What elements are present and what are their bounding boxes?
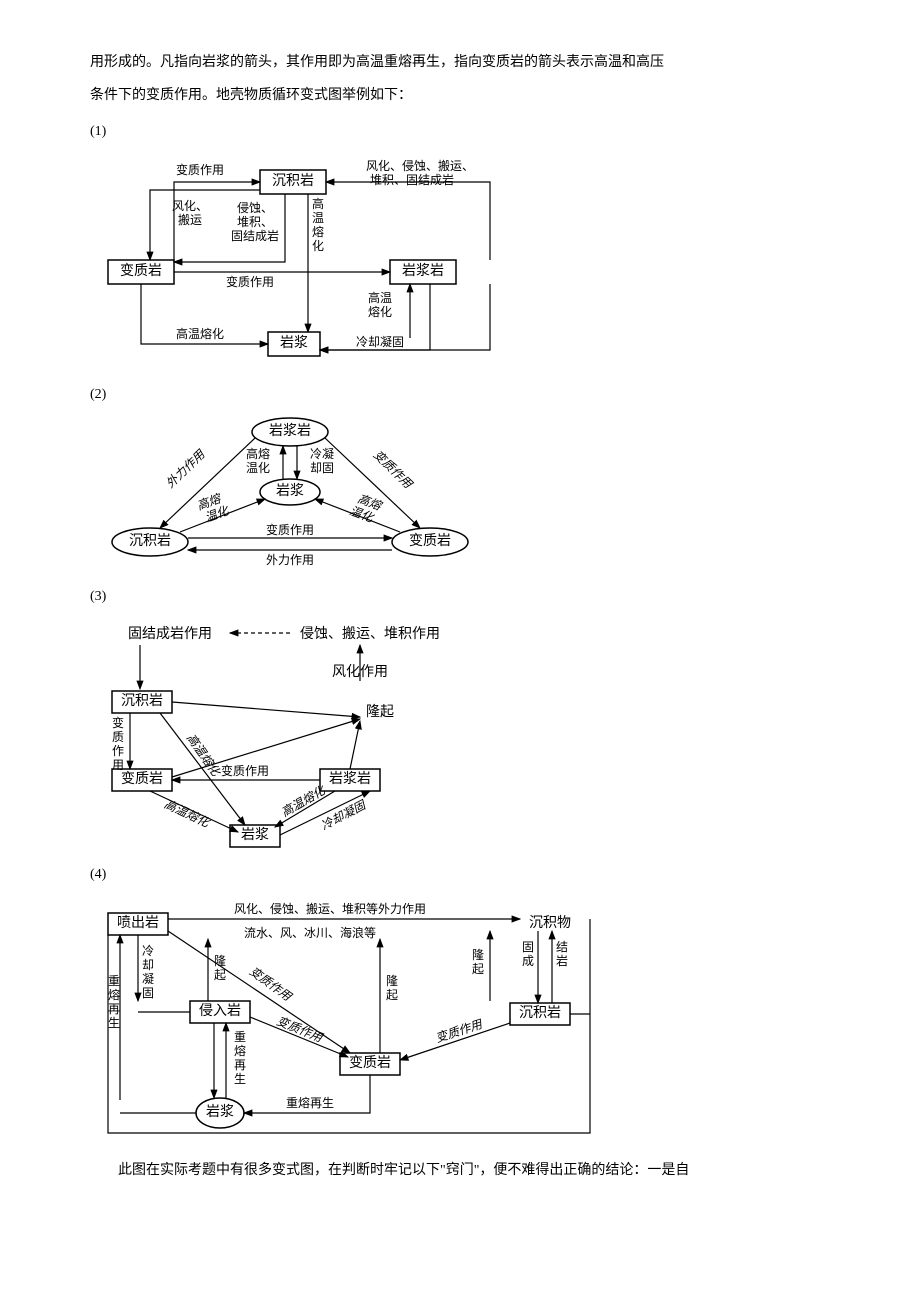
d1-lbl-er1: 侵蚀、: [237, 200, 273, 215]
d4-lbl-agents: 流水、风、冰川、海浪等: [244, 925, 376, 940]
d3-lbl-metaact: 变质作用: [221, 763, 269, 778]
d2-node-magma: 岩浆: [276, 484, 304, 500]
d4-lbl-c2: 却: [142, 958, 154, 972]
d1-lbl-ht1: 高温: [368, 290, 392, 305]
d1-node-sed: 沉积岩: [272, 173, 314, 189]
d3-node-ign: 岩浆岩: [329, 771, 371, 787]
d2-lbl-ext-l: 外力作用: [163, 447, 208, 491]
item-number-1: (1): [90, 119, 830, 146]
d3-top-right: 侵蚀、搬运、堆积作用: [300, 625, 440, 642]
d4-lbl-cp3: 结: [556, 940, 568, 954]
d4-node-intr: 侵入岩: [199, 1002, 241, 1019]
d4-node-magma: 岩浆: [206, 1104, 234, 1120]
d3-node-uplift: 隆起: [366, 704, 394, 720]
d4-lbl-c4: 固: [142, 986, 154, 1000]
d1-lbl-wind1: 风化、: [172, 199, 208, 213]
d4-lbl-cp1: 固: [522, 940, 534, 954]
d1-lbl-ht2: 熔化: [368, 304, 392, 319]
d4-lbl-ext: 风化、侵蚀、搬运、堆积等外力作用: [234, 901, 426, 916]
item-number-2: (2): [90, 382, 830, 409]
d4-node-extr: 喷出岩: [117, 915, 159, 931]
d4-lbl-ma3: 变质作用: [434, 1016, 485, 1044]
d2-lbl-metaact-h: 变质作用: [266, 522, 314, 537]
d4-lbl-c3: 凝: [142, 971, 154, 986]
d1-node-ign: 岩浆岩: [402, 263, 444, 279]
d1-lbl-htm3: 熔: [312, 224, 324, 239]
d3-lbl-coolsol: 冷却凝固: [319, 797, 370, 833]
d4-lbl-up2: 隆: [386, 973, 398, 988]
d2-node-ign: 岩浆岩: [269, 424, 311, 440]
d1-lbl-weather1: 风化、侵蚀、搬运、: [366, 158, 474, 173]
outro: 此图在实际考题中有很多变式图，在判断时牢记以下"窍门"，便不难得出正确的结论：一…: [90, 1158, 830, 1185]
d4-node-meta: 变质岩: [349, 1055, 391, 1071]
diagram-3: 固结成岩作用 侵蚀、搬运、堆积作用 风化作用 沉积岩 变质岩 岩浆岩 岩浆 隆起…: [90, 617, 830, 852]
d2-lbl-cs1: 冷凝: [310, 446, 334, 461]
d1-lbl-metaact-top: 变质作用: [176, 162, 224, 177]
d4-lbl-rm-v3: 再: [234, 1058, 246, 1072]
d3-top-left: 固结成岩作用: [128, 626, 212, 642]
d1-lbl-cool: 冷却凝固: [356, 334, 404, 349]
d1-lbl-metaact-mid: 变质作用: [226, 274, 274, 289]
intro-line-2: 条件下的变质作用。地壳物质循环变式图举例如下：: [90, 83, 830, 110]
d4-lbl-up3b: 起: [472, 962, 484, 976]
d1-lbl-er3: 固结成岩: [231, 228, 279, 243]
d1-lbl-htm4: 化: [312, 239, 324, 253]
d4-lbl-rm-v1: 重: [234, 1030, 246, 1044]
d4-lbl-rm-v4: 生: [234, 1072, 246, 1086]
d3-lbl-htmelt3: 高温熔化: [279, 782, 329, 819]
d4-lbl-c1: 冷: [142, 944, 154, 958]
d4-lbl-cp4: 岩: [556, 953, 568, 968]
d3-node-meta: 变质岩: [121, 771, 163, 787]
d3-lbl-htmelt2: 高温熔化: [162, 797, 213, 831]
d4-lbl-up3: 隆: [472, 947, 484, 962]
d4-lbl-rm4: 生: [108, 1016, 120, 1030]
item-number-3: (3): [90, 584, 830, 611]
d2-lbl-meta-r: 变质作用: [371, 448, 416, 492]
diagram-4: 喷出岩 侵入岩 变质岩 岩浆 沉积物 沉积岩 风化、侵蚀、搬运、堆积等外力作用 …: [90, 895, 830, 1140]
d1-lbl-weather2: 堆积、固结成岩: [370, 172, 454, 187]
d4-lbl-up1b: 起: [214, 968, 226, 982]
d3-lbl-htmelt1: 高温熔化: [184, 731, 224, 780]
item-number-4: (4): [90, 862, 830, 889]
d4-node-sediment: 沉积物: [529, 915, 571, 931]
d4-node-sedrock: 沉积岩: [519, 1005, 561, 1021]
d4-lbl-rmh: 重熔再生: [286, 1095, 334, 1110]
d4-lbl-rm-v2: 熔: [234, 1043, 246, 1058]
d3-lbl-mv1: 变: [112, 715, 124, 730]
d3-node-sed: 沉积岩: [121, 693, 163, 709]
d2-lbl-cs2: 却固: [310, 461, 334, 475]
d4-lbl-rm1: 重: [108, 974, 120, 988]
d3-lbl-mv3: 作: [112, 744, 124, 758]
d2-lbl-hm1: 高熔: [246, 446, 270, 461]
d1-lbl-wind2: 搬运: [178, 212, 202, 227]
d1-node-magma: 岩浆: [280, 335, 308, 351]
d4-lbl-rm2: 熔: [108, 987, 120, 1002]
d4-lbl-up2b: 起: [386, 988, 398, 1002]
d3-wind: 风化作用: [332, 664, 388, 680]
d2-lbl-hm2: 温化: [246, 461, 270, 475]
d3-node-magma: 岩浆: [241, 827, 269, 843]
diagram-1: 沉积岩 变质岩 岩浆岩 岩浆 变质作用 风化、侵蚀、搬运、 堆积、固结成岩 风化…: [90, 152, 830, 372]
d1-lbl-htm2: 温: [312, 211, 324, 225]
d4-lbl-ma1: 变质作用: [247, 964, 295, 1004]
d4-lbl-ma2: 变质作用: [275, 1013, 326, 1044]
d2-lbl-ext-h: 外力作用: [266, 553, 314, 567]
d4-lbl-cp2: 成: [522, 954, 534, 968]
d4-lbl-rm3: 再: [108, 1002, 120, 1016]
d1-lbl-er2: 堆积、: [237, 215, 273, 229]
d1-lbl-melt-bot: 高温熔化: [176, 326, 224, 341]
d2-node-meta: 变质岩: [409, 534, 451, 550]
intro-line-1: 用形成的。凡指向岩浆的箭头，其作用即为高温重熔再生，指向变质岩的箭头表示高温和高…: [90, 50, 830, 77]
diagram-2: 岩浆岩 岩浆 沉积岩 变质岩 外力作用 变质作用 高熔 温化 冷凝 却固 高熔 …: [90, 414, 830, 574]
d3-lbl-mv2: 质: [112, 730, 124, 744]
d2-node-sed: 沉积岩: [129, 534, 171, 550]
d1-node-meta: 变质岩: [120, 263, 162, 279]
d1-lbl-htm1: 高: [312, 196, 324, 211]
d3-lbl-mv4: 用: [112, 758, 124, 772]
